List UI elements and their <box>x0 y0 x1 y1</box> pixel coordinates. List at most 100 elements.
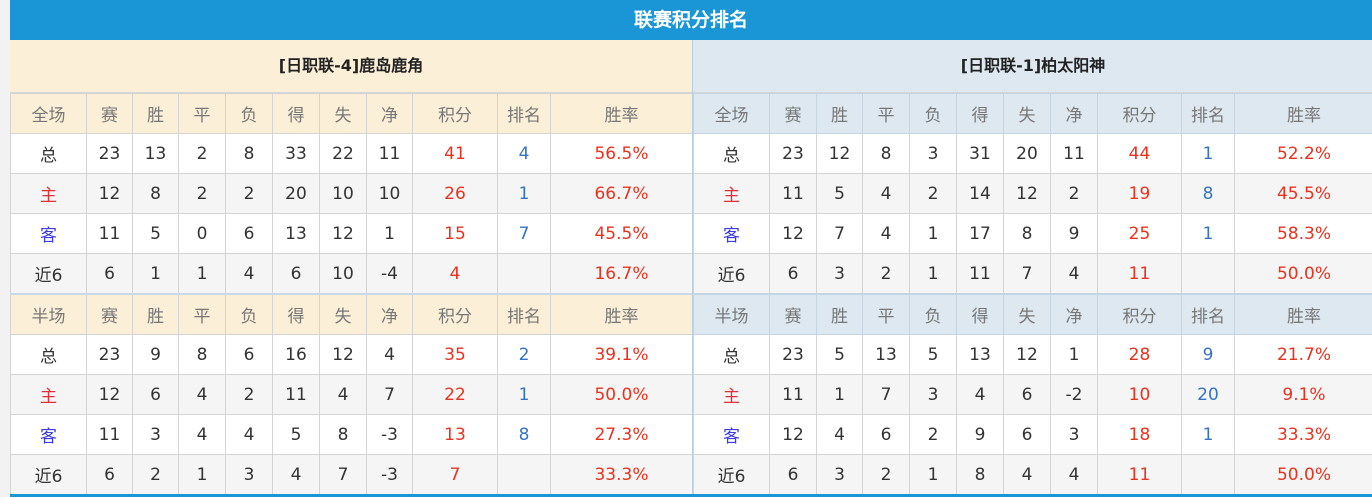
stat-cell: 8 <box>178 334 226 375</box>
stat-cell <box>497 253 551 295</box>
stat-cell: 11 <box>1050 133 1098 174</box>
stat-cell: 13 <box>862 334 910 375</box>
row-label: 客 <box>693 213 770 254</box>
bottom-border <box>10 494 1372 497</box>
column-header: 排名 <box>1181 293 1235 335</box>
stat-cell: 12 <box>769 213 817 254</box>
stat-cell: 0 <box>178 213 226 254</box>
column-header: 赛 <box>86 293 133 335</box>
stat-cell: 4 <box>862 213 910 254</box>
stat-cell: 4 <box>862 173 910 214</box>
stat-cell: 3 <box>132 414 179 455</box>
stat-cell: 12 <box>1003 334 1051 375</box>
column-header: 平 <box>178 93 226 134</box>
stat-cell: 7 <box>862 374 910 415</box>
stat-cell: 12 <box>319 213 367 254</box>
team-name: [日职联-1]柏太阳神 <box>693 40 1372 93</box>
column-header: 负 <box>225 293 273 335</box>
stat-cell: 10 <box>366 173 413 214</box>
stat-cell: 1 <box>1181 414 1235 455</box>
stat-cell: 9 <box>1050 213 1098 254</box>
stat-cell: 8 <box>956 454 1004 495</box>
stat-cell: 56.5% <box>550 133 693 174</box>
stat-cell: 33 <box>272 133 320 174</box>
stat-cell: 2 <box>909 414 957 455</box>
standings-table: 全场赛胜平负得失净积分 排名 胜率总 23 12 8 3 31 20 11 44 1 52.2% 主 11 5… <box>693 93 1372 495</box>
column-header: 得 <box>272 293 320 335</box>
stat-cell: 3 <box>816 253 863 295</box>
stat-cell: 23 <box>86 334 133 375</box>
row-label: 客 <box>10 213 87 254</box>
stat-cell: 4 <box>225 253 273 295</box>
table-row: 近6 6 2 1 3 4 7 -3 7 33.3% <box>10 454 693 495</box>
stat-cell: 11 <box>1097 253 1182 295</box>
stat-cell: 4 <box>319 374 367 415</box>
table-row: 主 12 8 2 2 20 10 10 26 1 66.7% <box>10 173 693 214</box>
row-label: 总 <box>693 133 770 174</box>
stat-cell: 16.7% <box>550 253 693 295</box>
stat-cell: 11 <box>86 414 133 455</box>
stat-cell: 4 <box>1003 454 1051 495</box>
stat-cell: 11 <box>1097 454 1182 495</box>
stat-cell: 1 <box>1050 334 1098 375</box>
stat-cell: 2 <box>1050 173 1098 214</box>
stat-cell: 50.0% <box>1234 253 1372 295</box>
table-row: 主 12 6 4 2 11 4 7 22 1 50.0% <box>10 374 693 415</box>
stat-cell: 52.2% <box>1234 133 1372 174</box>
stat-cell: 7 <box>497 213 551 254</box>
stat-cell: 3 <box>909 374 957 415</box>
stat-cell: 2 <box>178 173 226 214</box>
stat-cell: -3 <box>366 414 413 455</box>
row-label: 主 <box>10 374 87 415</box>
table-row: 客 12 7 4 1 17 8 9 25 1 58.3% <box>693 213 1372 254</box>
stat-cell: 1 <box>497 374 551 415</box>
column-header: 排名 <box>1181 93 1235 134</box>
stat-cell: 6 <box>769 253 817 295</box>
column-header: 积分 <box>412 293 498 335</box>
stat-cell: 2 <box>862 454 910 495</box>
column-header: 半场 <box>693 293 770 335</box>
stat-cell: 2 <box>862 253 910 295</box>
stat-cell: 39.1% <box>550 334 693 375</box>
stat-cell <box>1181 454 1235 495</box>
stat-cell: 8 <box>319 414 367 455</box>
stat-cell: 19 <box>1097 173 1182 214</box>
row-label: 总 <box>10 133 87 174</box>
stat-cell: 31 <box>956 133 1004 174</box>
table-row: 客 11 3 4 4 5 8 -3 13 8 27.3% <box>10 414 693 455</box>
stat-cell: 5 <box>909 334 957 375</box>
stat-cell: 15 <box>412 213 498 254</box>
stat-cell: 50.0% <box>550 374 693 415</box>
table-row: 近6 6 3 2 1 8 4 4 11 50.0% <box>693 454 1372 495</box>
table-row: 总 23 9 8 6 16 12 4 35 2 39.1% <box>10 334 693 375</box>
stat-cell: 11 <box>769 374 817 415</box>
column-header: 失 <box>1003 93 1051 134</box>
stat-cell: 1 <box>497 173 551 214</box>
stat-cell: 6 <box>1003 414 1051 455</box>
row-label: 主 <box>693 173 770 214</box>
column-header: 负 <box>225 93 273 134</box>
stat-cell: 6 <box>272 253 320 295</box>
header-row: 半场赛胜平负得失净积分 排名 胜率 <box>10 293 693 335</box>
row-label: 客 <box>693 414 770 455</box>
stat-cell: 2 <box>225 173 273 214</box>
row-label: 总 <box>10 334 87 375</box>
header-row: 全场赛胜平负得失净积分 排名 胜率 <box>10 93 693 134</box>
stat-cell: 3 <box>1050 414 1098 455</box>
column-header: 得 <box>956 293 1004 335</box>
table-row: 客 12 4 6 2 9 6 3 18 1 33.3% <box>693 414 1372 455</box>
column-header: 胜率 <box>1234 293 1372 335</box>
row-label: 主 <box>10 173 87 214</box>
column-header: 赛 <box>86 93 133 134</box>
column-header: 全场 <box>10 93 87 134</box>
stat-cell <box>1181 253 1235 295</box>
stat-cell: 5 <box>132 213 179 254</box>
stat-cell: 4 <box>178 374 226 415</box>
table-row: 总 23 13 2 8 33 22 11 41 4 56.5% <box>10 133 693 174</box>
stat-cell: 45.5% <box>1234 173 1372 214</box>
stat-cell: 6 <box>86 253 133 295</box>
stat-cell: 12 <box>1003 173 1051 214</box>
column-header: 负 <box>909 293 957 335</box>
stat-cell: 8 <box>1003 213 1051 254</box>
stat-cell: 12 <box>86 173 133 214</box>
